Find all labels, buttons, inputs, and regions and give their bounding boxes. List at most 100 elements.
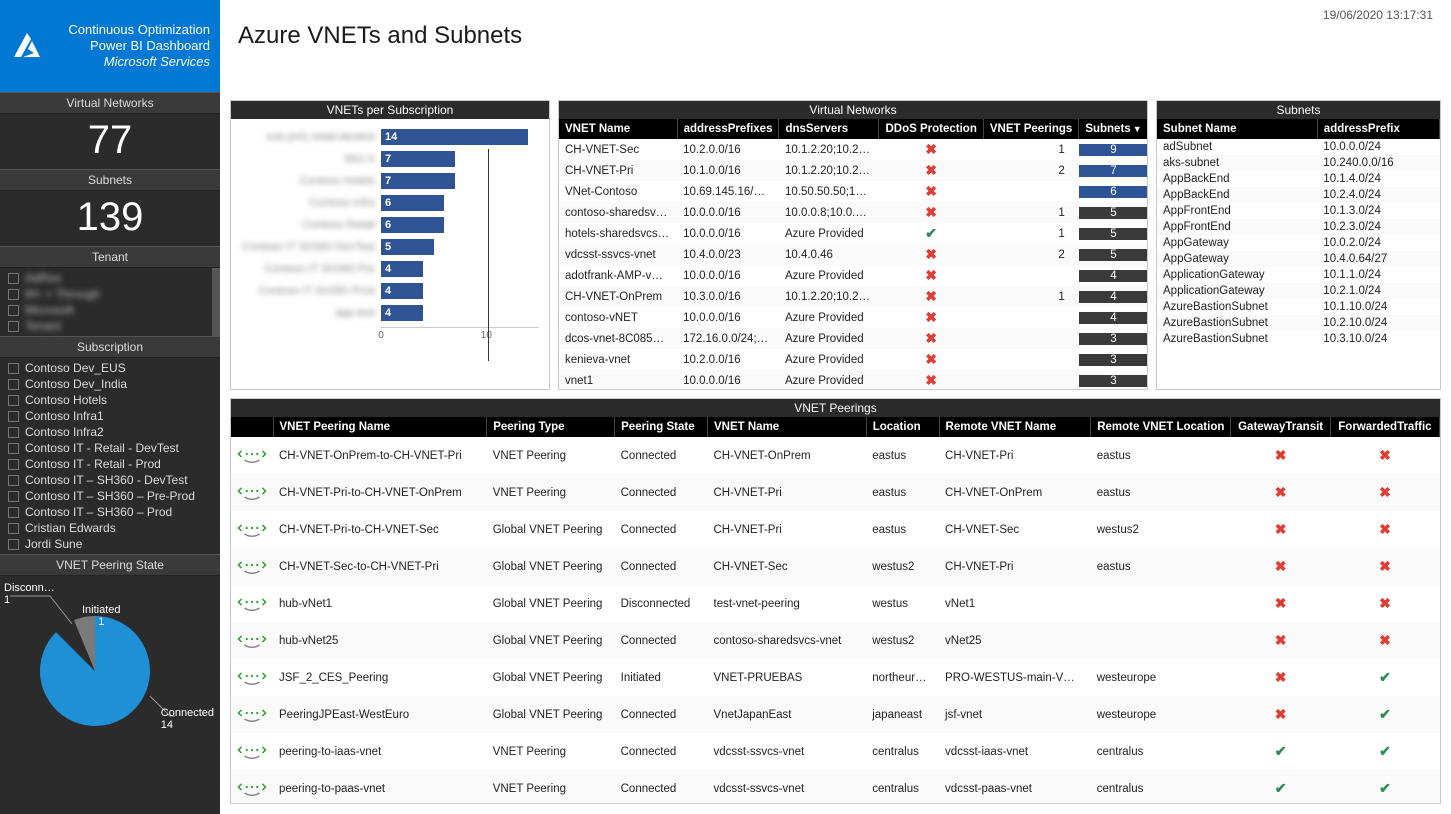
table-row[interactable]: JSF_2_CES_PeeringGlobal VNET PeeringInit… bbox=[231, 659, 1440, 696]
subscription-item[interactable]: Contoso Infra1 bbox=[6, 408, 214, 424]
peerings-table[interactable]: VNET Peering NamePeering TypePeering Sta… bbox=[231, 417, 1440, 803]
checkbox-icon[interactable] bbox=[8, 321, 19, 332]
column-header[interactable]: Remote VNET Location bbox=[1091, 417, 1231, 437]
table-row[interactable]: PeeringJPEast-WestEuroGlobal VNET Peerin… bbox=[231, 696, 1440, 733]
subscription-item[interactable]: Contoso Dev_India bbox=[6, 376, 214, 392]
checkbox-icon[interactable] bbox=[8, 305, 19, 316]
table-row[interactable]: kenieva-vnet10.2.0.0/16Azure Provided✖3 bbox=[559, 349, 1147, 370]
peering-state-pie[interactable]: Disconn…1 Initiated1 Connected14 bbox=[0, 576, 220, 741]
table-row[interactable]: CH-VNET-Sec-to-CH-VNET-PriGlobal VNET Pe… bbox=[231, 548, 1440, 585]
table-row[interactable]: vnet110.0.0.0/16Azure Provided✖3 bbox=[559, 370, 1147, 389]
column-header[interactable]: addressPrefixes bbox=[677, 119, 779, 139]
column-header[interactable]: Peering Type bbox=[487, 417, 615, 437]
table-row[interactable]: peering-to-iaas-vnetVNET PeeringConnecte… bbox=[231, 733, 1440, 770]
column-header[interactable]: Peering State bbox=[615, 417, 708, 437]
checkbox-icon[interactable] bbox=[8, 507, 19, 518]
column-header[interactable]: VNET Peering Name bbox=[273, 417, 487, 437]
column-header[interactable]: Subnets▼ bbox=[1079, 119, 1147, 139]
column-header[interactable]: DDoS Protection bbox=[879, 119, 983, 139]
table-row[interactable]: contoso-sharedsv…10.0.0.0/1610.0.0.8;10.… bbox=[559, 202, 1147, 223]
column-header[interactable]: dnsServers bbox=[779, 119, 879, 139]
subnets-table[interactable]: Subnet NameaddressPrefixadSubnet10.0.0.0… bbox=[1157, 119, 1440, 347]
column-header[interactable]: GatewayTransit bbox=[1231, 417, 1331, 437]
column-header[interactable]: Location bbox=[866, 417, 939, 437]
subscription-item[interactable]: Jordi Sune bbox=[6, 536, 214, 552]
subscription-item[interactable]: Contoso IT - Retail - DevTest bbox=[6, 440, 214, 456]
bar-row[interactable]: Contoso IT SH360 DevTest5 bbox=[241, 237, 539, 257]
table-row[interactable]: CH-VNET-OnPrem10.3.0.0/1610.1.2.20;10.2.… bbox=[559, 286, 1147, 307]
checkbox-icon[interactable] bbox=[8, 379, 19, 390]
table-row[interactable]: CH-VNET-Pri-to-CH-VNET-OnPremVNET Peerin… bbox=[231, 474, 1440, 511]
table-row[interactable]: adotfrank-AMP-v…10.0.0.0/16Azure Provide… bbox=[559, 265, 1147, 286]
table-row[interactable]: AzureBastionSubnet10.2.10.0/24 bbox=[1157, 315, 1440, 331]
table-row[interactable]: AppFrontEnd10.2.3.0/24 bbox=[1157, 219, 1440, 235]
checkbox-icon[interactable] bbox=[8, 289, 19, 300]
subscription-item[interactable]: Contoso IT – SH360 – Prod bbox=[6, 504, 214, 520]
bar-row[interactable]: Contoso IT SH360 Prod4 bbox=[241, 281, 539, 301]
column-header[interactable]: Subnet Name bbox=[1157, 119, 1317, 139]
table-row[interactable]: AzureBastionSubnet10.3.10.0/24 bbox=[1157, 331, 1440, 347]
column-header[interactable]: addressPrefix bbox=[1317, 119, 1439, 139]
table-row[interactable]: AppBackEnd10.2.4.0/24 bbox=[1157, 187, 1440, 203]
tenant-item[interactable]: M+ + Through bbox=[6, 286, 206, 302]
checkbox-icon[interactable] bbox=[8, 475, 19, 486]
table-row[interactable]: hub-vNet1Global VNET PeeringDisconnected… bbox=[231, 585, 1440, 622]
checkbox-icon[interactable] bbox=[8, 443, 19, 454]
bar-row[interactable]: Contoso Retail6 bbox=[241, 215, 539, 235]
table-row[interactable]: contoso-vNET10.0.0.0/16Azure Provided✖4 bbox=[559, 307, 1147, 328]
table-row[interactable]: peering-to-paas-vnetVNET PeeringConnecte… bbox=[231, 770, 1440, 803]
checkbox-icon[interactable] bbox=[8, 395, 19, 406]
table-row[interactable]: ApplicationGateway10.2.1.0/24 bbox=[1157, 283, 1440, 299]
column-header[interactable]: VNET Name bbox=[559, 119, 677, 139]
subscription-item[interactable]: Contoso Infra2 bbox=[6, 424, 214, 440]
subscription-item[interactable]: Cristian Edwards bbox=[6, 520, 214, 536]
table-row[interactable]: AzureBastionSubnet10.1.10.0/24 bbox=[1157, 299, 1440, 315]
table-row[interactable]: hotels-sharedsvcs…10.0.0.0/16Azure Provi… bbox=[559, 223, 1147, 244]
subscription-item[interactable]: Contoso IT – SH360 - DevTest bbox=[6, 472, 214, 488]
table-row[interactable]: AppGateway10.0.2.0/24 bbox=[1157, 235, 1440, 251]
checkbox-icon[interactable] bbox=[8, 523, 19, 534]
table-row[interactable]: ApplicationGateway10.1.1.0/24 bbox=[1157, 267, 1440, 283]
checkbox-icon[interactable] bbox=[8, 273, 19, 284]
table-row[interactable]: adSubnet10.0.0.0/24 bbox=[1157, 139, 1440, 155]
column-header[interactable]: VNET Peerings bbox=[983, 119, 1078, 139]
table-row[interactable]: CH-VNET-OnPrem-to-CH-VNET-PriVNET Peerin… bbox=[231, 437, 1440, 474]
bar-row[interactable]: Ms1 A7 bbox=[241, 149, 539, 169]
subscription-item[interactable]: Contoso IT - Retail - Prod bbox=[6, 456, 214, 472]
table-row[interactable]: vdcsst-ssvcs-vnet10.4.0.0/2310.4.0.46✖25 bbox=[559, 244, 1147, 265]
vnets-table[interactable]: VNET NameaddressPrefixesdnsServersDDoS P… bbox=[559, 119, 1147, 389]
table-row[interactable]: aks-subnet10.240.0.0/16 bbox=[1157, 155, 1440, 171]
column-header[interactable]: ForwardedTraffic bbox=[1330, 417, 1439, 437]
subscription-item[interactable]: Contoso Hotels bbox=[6, 392, 214, 408]
tenant-item[interactable]: Tenant bbox=[6, 318, 206, 334]
checkbox-icon[interactable] bbox=[8, 539, 19, 550]
checkbox-icon[interactable] bbox=[8, 411, 19, 422]
table-row[interactable]: VNet-Contoso10.69.145.16/…10.50.50.50;10… bbox=[559, 181, 1147, 202]
subscription-item[interactable]: Contoso Dev_EUS bbox=[6, 360, 214, 376]
checkbox-icon[interactable] bbox=[8, 491, 19, 502]
checkbox-icon[interactable] bbox=[8, 427, 19, 438]
bar-row[interactable]: Contoso IT SH360 Pre4 bbox=[241, 259, 539, 279]
table-row[interactable]: CH-VNET-Pri-to-CH-VNET-SecGlobal VNET Pe… bbox=[231, 511, 1440, 548]
table-row[interactable]: CH-VNET-Sec10.2.0.0/1610.1.2.20;10.2.2…✖… bbox=[559, 139, 1147, 160]
column-header[interactable]: VNET Name bbox=[708, 417, 867, 437]
bar-row[interactable]: Contoso Hotels7 bbox=[241, 171, 539, 191]
table-row[interactable]: hub-vNet25Global VNET PeeringConnectedco… bbox=[231, 622, 1440, 659]
table-row[interactable]: AppGateway10.4.0.64/27 bbox=[1157, 251, 1440, 267]
bar-row[interactable]: app-test4 bbox=[241, 303, 539, 323]
bar-row[interactable]: sub-pvt1-retail-devtest14 bbox=[241, 127, 539, 147]
subscription-item[interactable]: Contoso IT – SH360 – Pre-Prod bbox=[6, 488, 214, 504]
tenant-item[interactable]: AdRes bbox=[6, 270, 206, 286]
bar-row[interactable]: Contoso Infra6 bbox=[241, 193, 539, 213]
table-row[interactable]: AppBackEnd10.1.4.0/24 bbox=[1157, 171, 1440, 187]
column-header[interactable]: Remote VNET Name bbox=[939, 417, 1091, 437]
tenant-scrollbar[interactable] bbox=[212, 268, 220, 336]
tenant-item[interactable]: Microsoft bbox=[6, 302, 206, 318]
column-header[interactable] bbox=[231, 417, 273, 437]
table-row[interactable]: AppFrontEnd10.1.3.0/24 bbox=[1157, 203, 1440, 219]
table-row[interactable]: CH-VNET-Pri10.1.0.0/1610.1.2.20;10.2.2…✖… bbox=[559, 160, 1147, 181]
table-row[interactable]: dcos-vnet-8C085…172.16.0.0/24;…Azure Pro… bbox=[559, 328, 1147, 349]
bar-chart[interactable]: sub-pvt1-retail-devtest14Ms1 A7Contoso H… bbox=[231, 119, 549, 349]
checkbox-icon[interactable] bbox=[8, 363, 19, 374]
checkbox-icon[interactable] bbox=[8, 459, 19, 470]
